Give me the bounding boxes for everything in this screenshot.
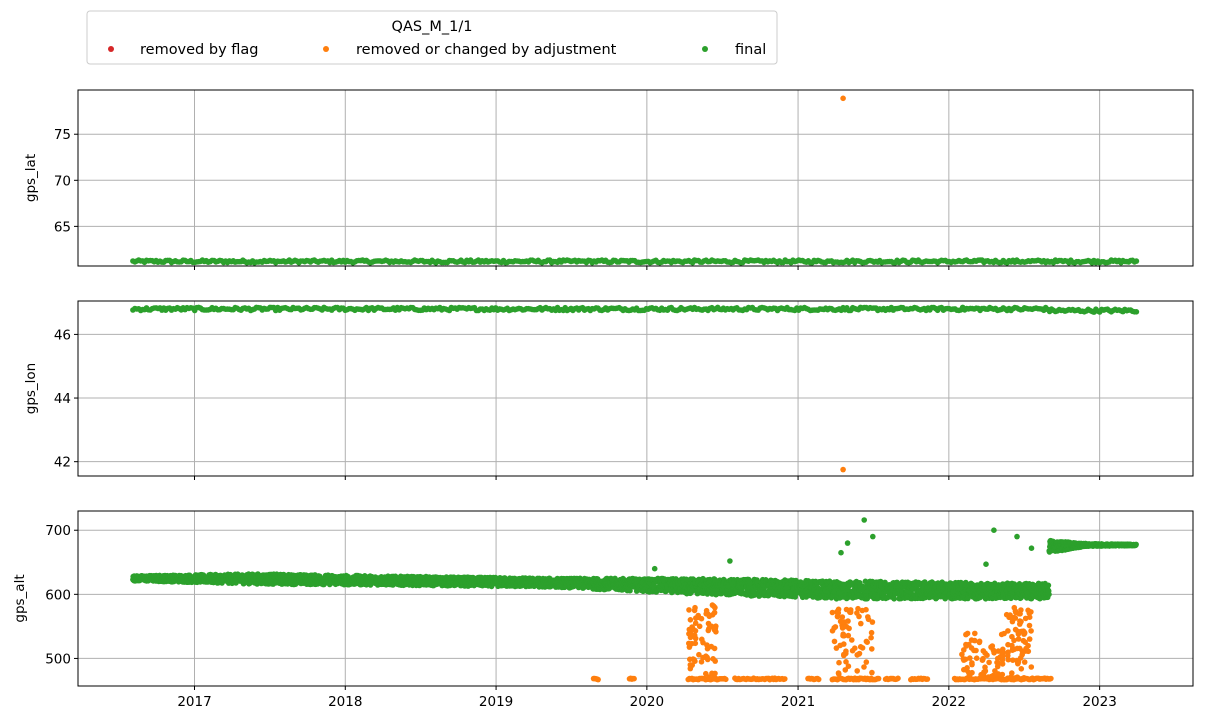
adjusted-outlier-point — [840, 95, 846, 102]
y-axis-label-gps_lon: gps_lon — [23, 363, 39, 415]
grid — [78, 90, 1193, 266]
y-tick-label: 46 — [54, 327, 71, 343]
legend-label-removed-or-changed: removed or changed by adjustment — [356, 42, 617, 58]
final-point — [1133, 309, 1140, 315]
panel-gps_lon: 42 44 46 gps_lon — [23, 300, 1194, 480]
final-point — [1045, 582, 1052, 589]
legend-marker-final — [702, 46, 708, 52]
final-point — [1133, 258, 1140, 264]
grid — [78, 301, 1193, 476]
y-tick-label: 42 — [54, 455, 71, 471]
legend-frame — [86, 10, 778, 65]
legend: QAS_M_1/1 removed by flag removed or cha… — [86, 10, 778, 65]
adjusted-outlier-point — [840, 466, 846, 473]
y-tick-label: 44 — [54, 391, 71, 407]
points — [130, 304, 1140, 473]
legend-marker-removed-or-changed — [323, 46, 329, 52]
panel-frame — [77, 89, 1194, 267]
legend-marker-removed-by-flag — [108, 46, 114, 52]
final-point — [1046, 591, 1052, 598]
y-tick-label: 75 — [54, 127, 71, 143]
panel-frame — [77, 300, 1194, 477]
legend-title: QAS_M_1/1 — [392, 19, 473, 35]
grid — [78, 511, 1193, 686]
points — [130, 517, 1139, 683]
y-axis-label-gps_lat: gps_lat — [23, 154, 39, 202]
panel-gps_lat: 65 70 75 gps_lat — [23, 89, 1194, 270]
legend-label-final: final — [735, 42, 766, 58]
y-tick-label: 65 — [54, 219, 71, 235]
points — [130, 95, 1140, 266]
y-tick-label: 70 — [54, 173, 71, 189]
panels: 65 70 75 gps_lat 42 44 46 gps_lon 500600700gps_a… — [12, 89, 1194, 710]
legend-label-removed-by-flag: removed by flag — [140, 42, 259, 58]
